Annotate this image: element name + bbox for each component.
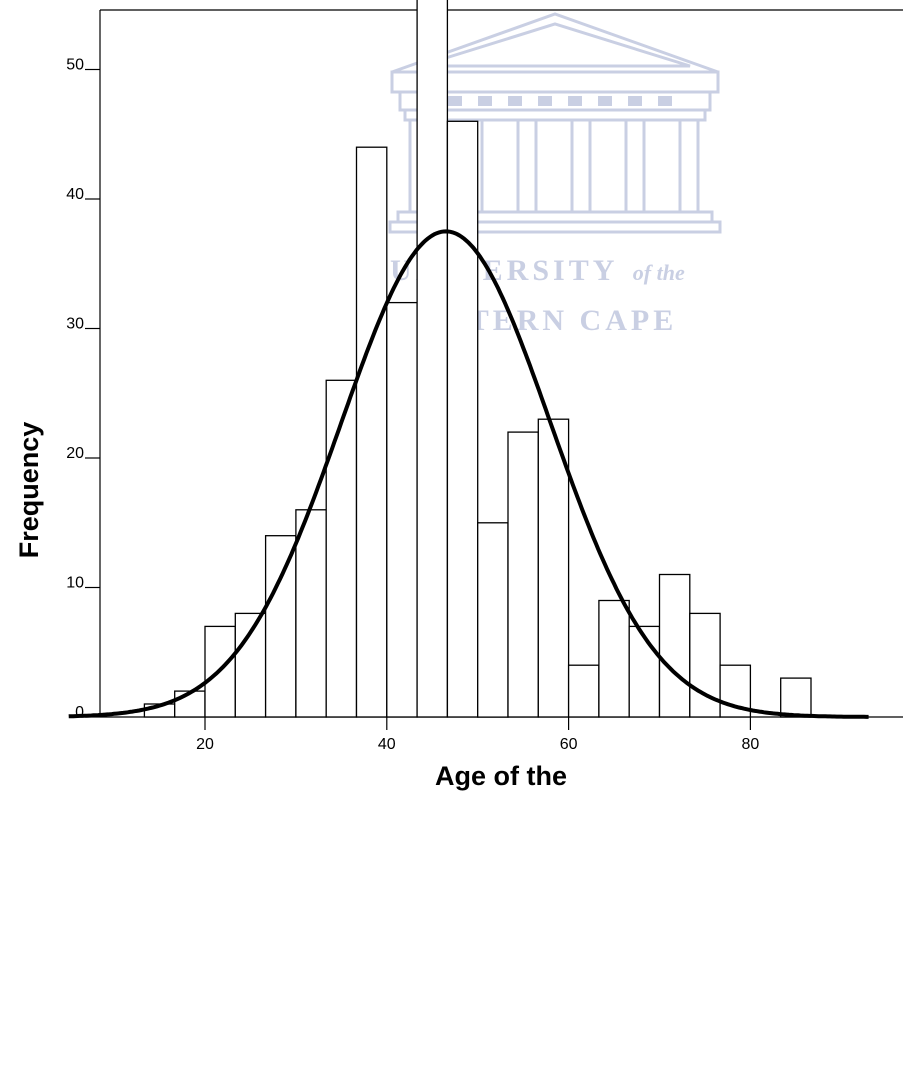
normal-curve [68, 229, 869, 719]
x-axis-title: Age of the [435, 761, 567, 791]
histogram-bar [477, 522, 509, 718]
histogram-bars [143, 0, 812, 718]
histogram-bar [567, 664, 600, 718]
y-axis-title: Frequency [14, 422, 44, 559]
histogram-bar [446, 120, 479, 718]
university-building-logo [388, 12, 722, 234]
histogram-bar [295, 509, 327, 718]
y-tick-label: 20 [66, 445, 84, 462]
histogram-bar [264, 535, 297, 718]
y-tick-label: 50 [66, 57, 84, 74]
histogram-bar [416, 0, 449, 718]
histogram-bar [507, 431, 539, 718]
x-tick-label: 20 [196, 736, 214, 753]
y-tick-label: 10 [66, 575, 84, 592]
x-tick-label: 40 [378, 736, 396, 753]
x-tick-label: 80 [742, 736, 760, 753]
y-axis-ticks: 010203040506070 [66, 57, 100, 721]
x-tick-label: 60 [560, 736, 578, 753]
logo-frieze [418, 96, 672, 106]
histogram-bar [780, 677, 812, 718]
histogram-bar [598, 599, 630, 718]
histogram-bar [355, 146, 388, 718]
histogram-bar [174, 690, 206, 718]
y-tick-label: 40 [66, 186, 84, 203]
histogram-bar [386, 301, 418, 718]
histogram-bar [325, 379, 358, 718]
y-tick-label: 0 [75, 704, 84, 721]
y-tick-label: 30 [66, 316, 84, 333]
x-axis-ticks: 20 40 60 80 [196, 717, 759, 753]
histogram-bar [658, 573, 691, 718]
histogram-bar [537, 418, 570, 718]
